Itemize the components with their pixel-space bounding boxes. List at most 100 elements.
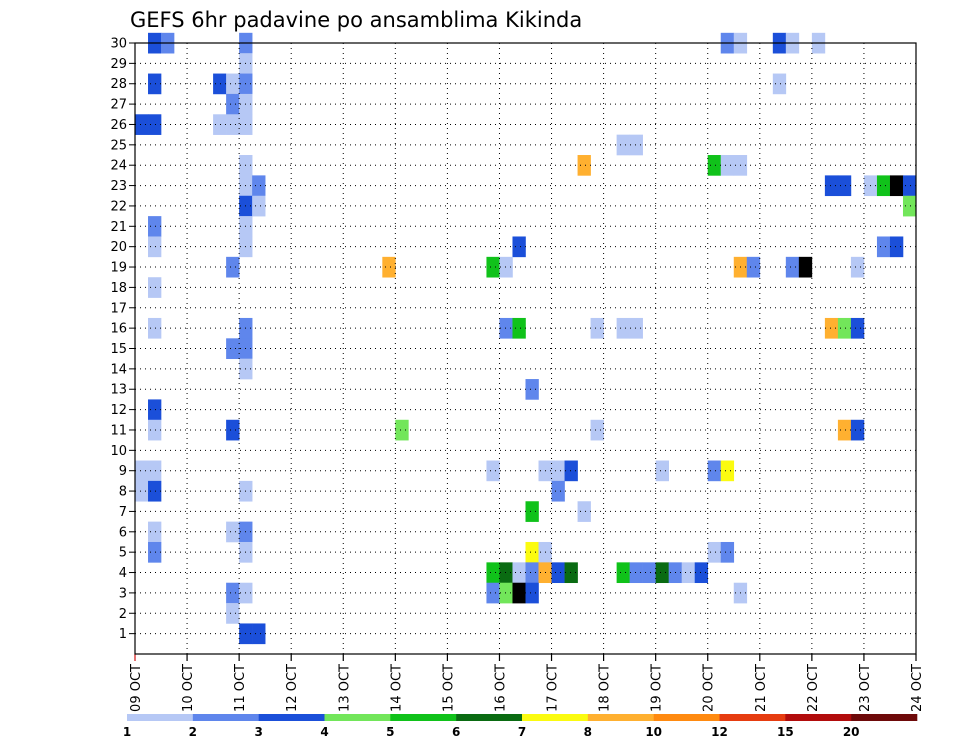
heatmap-cell [681,562,696,584]
y-tick-label: 17 [110,301,127,316]
colorbar-label: 5 [386,725,394,739]
y-tick-label: 3 [119,586,127,601]
heatmap-cell [564,460,578,482]
colorbar-swatch [258,714,325,721]
y-tick-label: 11 [110,423,127,438]
colorbar-legend: 1 2 3 4 5 6 7 8 10 12 15 20 [123,714,918,739]
x-tick-label: 16 OCT [493,664,508,712]
heatmap-cell [226,114,240,135]
heatmap-cell [226,73,240,95]
heatmap-cell [148,236,162,258]
y-tick-label: 12 [110,403,127,418]
heatmap-cell [824,175,839,197]
heatmap-cell [551,562,565,584]
x-tick-label: 11 OCT [233,664,248,712]
heatmap-cell [889,236,904,258]
heatmap-cell [148,480,162,502]
x-tick-label: 14 OCT [389,664,404,712]
colorbar-swatch [851,714,918,721]
colorbar-label: 7 [518,725,526,739]
heatmap-cell [226,521,240,543]
heatmap-cell [707,155,722,176]
heatmap-cell [148,216,162,237]
heatmap-cell [707,460,722,482]
heatmap-cell [772,73,787,95]
x-tick-label: 22 OCT [806,664,821,712]
colorbar-label: 2 [189,725,197,739]
x-tick-label: 10 OCT [181,664,196,712]
chart-grid [135,43,916,654]
y-tick-label: 13 [110,383,127,398]
x-tick-label: 17 OCT [546,664,561,712]
colorbar-swatch [127,714,194,721]
colorbar-swatch [456,714,523,721]
heatmap-cell [135,460,149,482]
heatmap-cell [876,236,891,258]
heatmap-cell [148,460,162,482]
heatmap-cell [512,317,526,339]
chart-title: GEFS 6hr padavine po ansamblima Kikinda [130,8,582,32]
heatmap-cell [902,195,917,217]
heatmap-cell [642,562,656,584]
colorbar-label: 8 [584,725,592,739]
heatmap-cell [512,236,526,258]
y-tick-label: 8 [119,485,127,500]
heatmap-cell [629,317,643,339]
y-tick-label: 24 [110,159,127,174]
y-tick-label: 2 [119,607,127,622]
heatmap-cell [655,460,669,482]
heatmap-cell [148,419,162,441]
heatmap-cell [720,541,735,563]
heatmap-cell [824,317,839,339]
y-tick-label: 1 [119,627,127,642]
heatmap-cell [148,521,162,543]
heatmap-cell [655,562,669,584]
heatmap-cell [525,541,539,563]
y-axis-labels: 1234567891011121314151617181920212223242… [110,37,127,643]
heatmap-cell [720,155,735,176]
heatmap-cell [629,134,643,156]
y-tick-label: 19 [110,261,127,276]
x-tick-label: 09 OCT [129,664,144,712]
colorbar-swatch [390,714,457,721]
heatmap-cell [577,155,591,176]
colorbar-label: 1 [123,725,131,739]
heatmap-cell [785,256,800,278]
y-tick-label: 18 [110,281,127,296]
heatmap-cell [577,501,591,522]
heatmap-cell [395,419,409,441]
x-tick-label: 12 OCT [285,664,300,712]
heatmap-cell [590,317,604,339]
y-tick-label: 6 [119,525,127,540]
heatmap-cell [226,419,240,441]
x-tick-label: 24 OCT [910,664,925,712]
y-tick-label: 10 [110,444,127,459]
colorbar-swatch [785,714,852,721]
heatmap-cell [226,338,240,359]
heatmap-cell [850,317,865,339]
colorbar-label: 4 [320,725,328,739]
colorbar-label: 15 [777,725,794,739]
heatmap-cell [629,562,643,584]
y-tick-label: 22 [110,199,127,214]
heatmap-cell [837,419,852,441]
heatmap-cell [720,460,735,482]
heatmap-cell [226,603,240,624]
colorbar-label: 6 [452,725,460,739]
y-tick-label: 14 [110,362,127,377]
heatmap-cell [551,480,565,502]
heatmap-cell [525,562,539,584]
y-tick-label: 4 [119,566,127,581]
heatmap-cell [499,256,513,278]
heatmap-cell [850,256,865,278]
colorbar-label: 20 [843,725,860,739]
heatmap-cell [616,562,630,584]
y-tick-label: 21 [110,220,127,235]
heatmap-cell [252,195,266,217]
y-tick-label: 16 [110,322,127,337]
heatmap-cell [226,256,240,278]
heatmap-cell [746,256,761,278]
heatmap-cell [486,582,500,604]
colorbar-swatch [719,714,786,721]
